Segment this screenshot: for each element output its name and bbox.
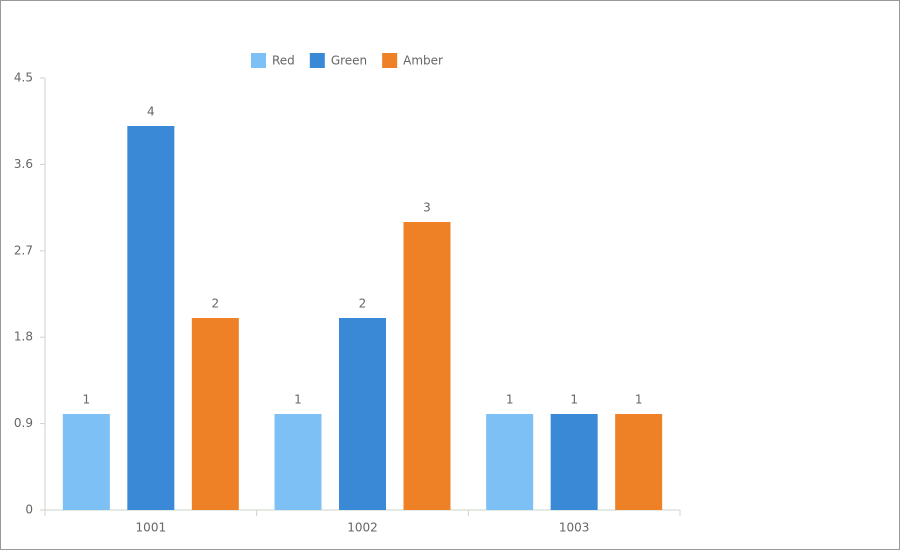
x-tick-label: 1003 [559,521,590,535]
value-label: 1 [83,393,91,407]
bar [615,414,663,510]
legend-swatch [382,53,398,68]
legend-label: Amber [403,54,443,68]
value-label: 1 [506,393,514,407]
bar [274,414,322,510]
value-label: 3 [423,201,431,215]
bar [127,126,175,510]
y-tick-label: 0.9 [14,416,33,430]
bar [191,318,239,510]
bar [550,414,598,510]
bar [62,414,110,510]
value-label: 1 [294,393,302,407]
y-tick-label: 0 [25,503,33,517]
bar [339,318,386,510]
value-label: 1 [635,393,643,407]
value-label: 1 [570,393,578,407]
legend-swatch [251,53,266,68]
x-tick-label: 1001 [136,521,167,535]
value-label: 2 [212,297,220,311]
bar [486,414,534,510]
value-label: 4 [147,105,155,119]
y-tick-label: 1.8 [14,330,33,344]
bar [403,222,451,510]
y-tick-label: 3.6 [14,157,33,171]
y-tick-label: 2.7 [14,243,33,257]
legend-label: Red [272,54,295,68]
value-label: 2 [359,297,367,311]
legend-swatch [309,53,325,68]
y-tick-label: 4.5 [14,71,33,85]
legend-label: Green [331,54,367,68]
x-tick-label: 1002 [347,521,378,535]
